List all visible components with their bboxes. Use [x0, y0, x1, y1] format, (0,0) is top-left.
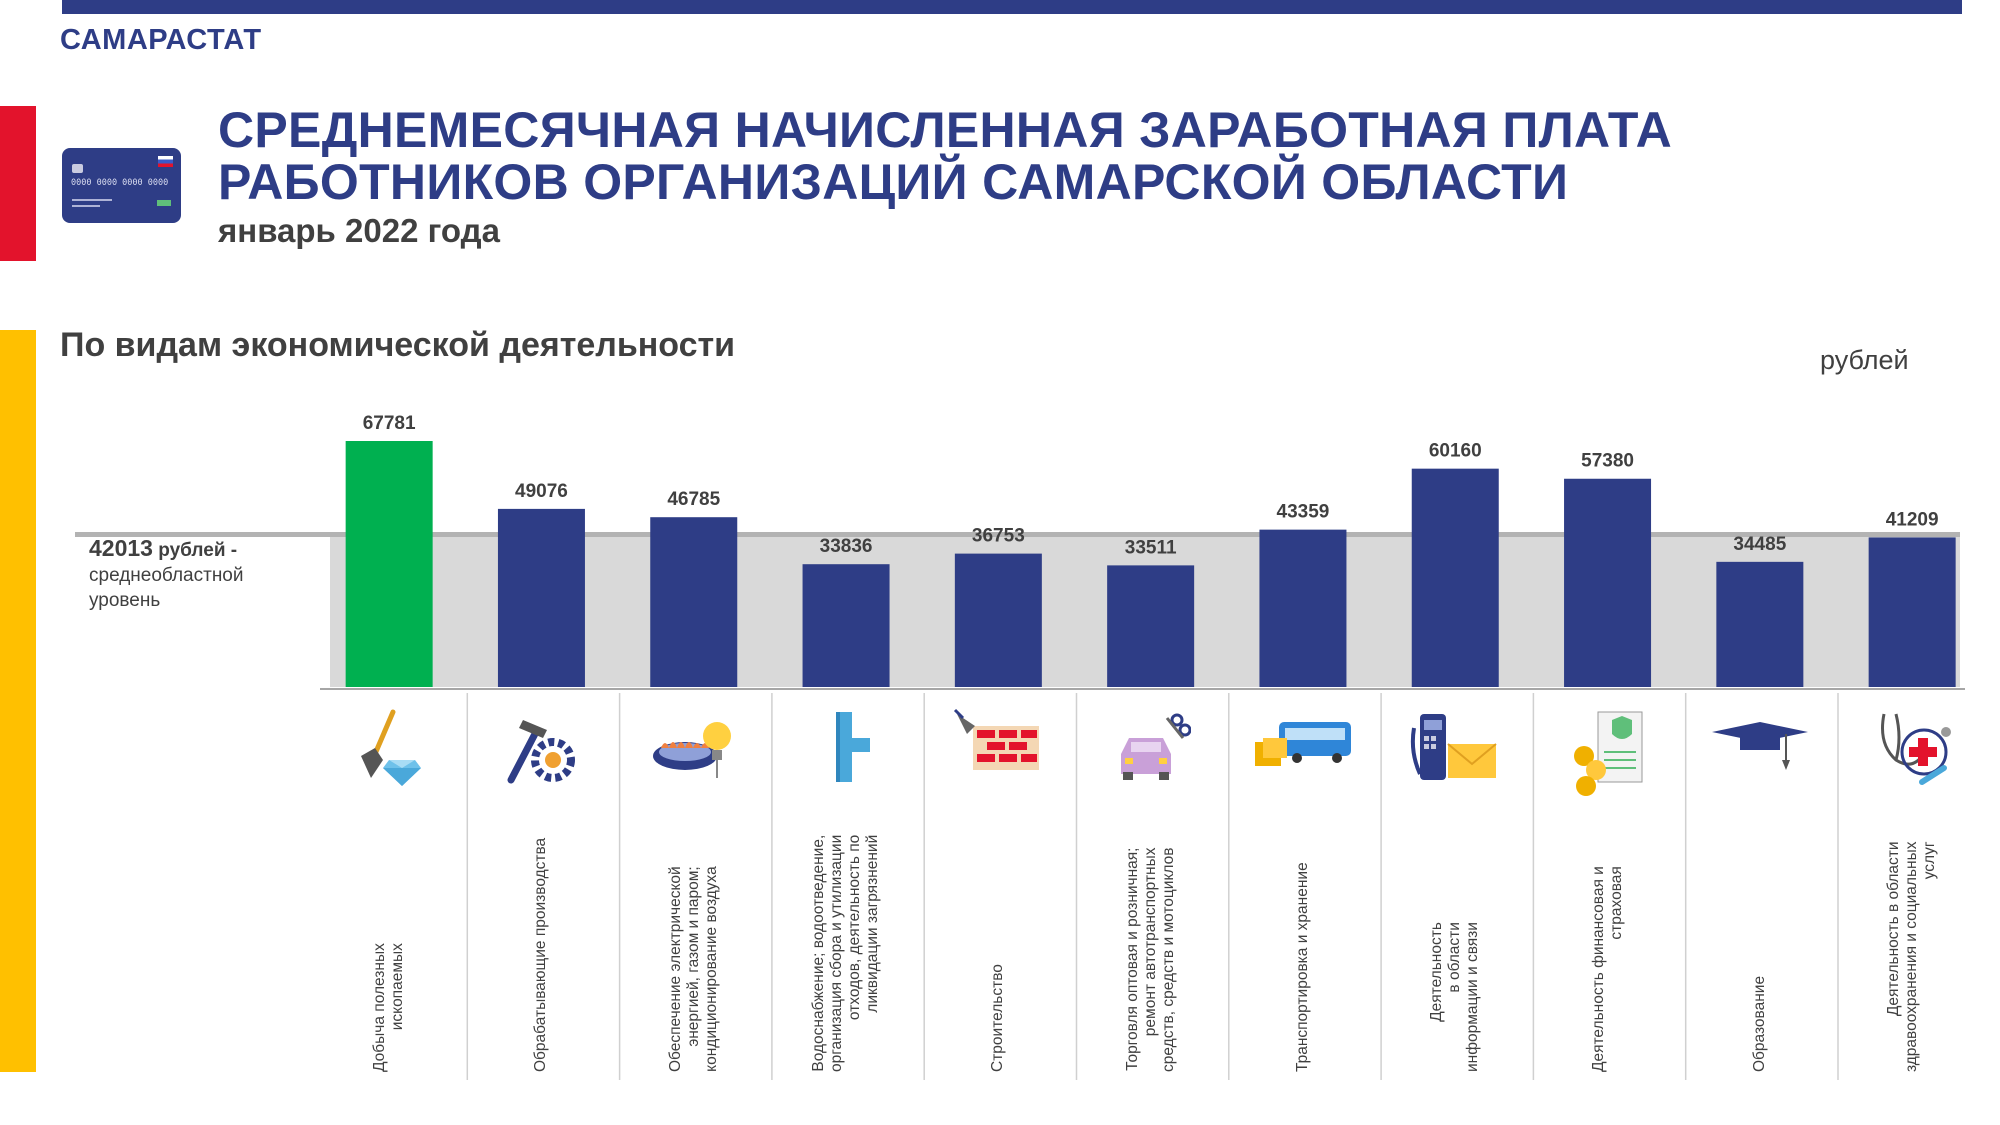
category-label-10: Деятельность в области здравоохранения и …: [1885, 841, 1939, 1072]
category-label-9: Образование: [1751, 976, 1769, 1072]
category-label-line: Транспортировка и хранение: [1293, 862, 1311, 1072]
category-label-2: Обеспечение электрической энергией, газом…: [667, 866, 721, 1072]
unit-label: рублей: [1820, 345, 1909, 375]
bar-8: [1564, 478, 1652, 687]
category-label-line: в области: [1446, 922, 1464, 993]
bar-6: [1259, 529, 1347, 687]
page-title: СРЕДНЕМЕСЯЧНАЯ НАЧИСЛЕННАЯ ЗАРАБОТНАЯ ПЛ…: [218, 104, 1672, 208]
category-label-line: Деятельность: [1428, 922, 1446, 1022]
card-chip: [72, 164, 83, 173]
category-label-line: услуг: [1921, 841, 1939, 880]
data-label-3: 33836: [820, 536, 873, 557]
bar-9: [1716, 561, 1804, 687]
average-label: 42013 рублей - среднеобластной уровень: [89, 536, 289, 613]
category-label-line: Торговля оптовая и розничная;: [1123, 847, 1141, 1071]
bar-5: [1107, 565, 1195, 687]
category-label-4: Строительство: [989, 964, 1007, 1072]
finance-document-icon: [1558, 708, 1658, 803]
category-label-line: средств, средств и мотоциклов: [1159, 847, 1177, 1073]
russian-flag-icon: [158, 156, 173, 167]
category-label-1: Обрабатывающие производства: [532, 838, 550, 1072]
category-label-line: ликвидации загрязнений: [864, 834, 882, 1013]
yellow-strip: [0, 330, 36, 1072]
category-label-6: Транспортировка и хранение: [1294, 862, 1312, 1072]
data-label-2: 46785: [667, 489, 720, 510]
shovel-diamond-icon: [339, 708, 439, 793]
water-pipe-icon: [796, 708, 896, 793]
category-label-line: кондиционирование воздуха: [702, 866, 720, 1072]
category-label-line: Обеспечение электрической: [666, 866, 684, 1072]
data-label-10: 41209: [1886, 509, 1939, 530]
category-label-line: ремонт автотранспортных: [1141, 847, 1159, 1037]
red-strip: [0, 106, 36, 261]
data-label-0: 67781: [363, 413, 416, 434]
bus-truck-icon: [1253, 708, 1353, 783]
data-label-6: 43359: [1277, 502, 1330, 523]
car-repair-icon: [1101, 708, 1201, 793]
data-label-4: 36753: [972, 526, 1025, 547]
data-label-1: 49076: [515, 481, 568, 502]
bar-4: [954, 553, 1042, 687]
title-line-2: РАБОТНИКОВ ОРГАНИЗАЦИЙ САМАРСКОЙ ОБЛАСТИ: [218, 154, 1569, 210]
section-title: По видам экономической деятельности: [60, 326, 736, 364]
category-label-line: информации и связи: [1464, 922, 1482, 1072]
average-description-2: уровень: [89, 590, 161, 611]
data-label-7: 60160: [1429, 441, 1482, 462]
data-label-5: 33511: [1125, 537, 1177, 558]
stethoscope-medical-icon: [1862, 708, 1962, 803]
category-label-line: Деятельность финансовая и: [1589, 866, 1607, 1072]
brick-wall-icon: [948, 708, 1048, 783]
category-label-line: Обрабатывающие производства: [532, 837, 550, 1072]
category-label-line: Добыча полезных: [371, 943, 389, 1072]
bar-10: [1868, 537, 1956, 687]
average-description-1: среднеобластной: [89, 565, 244, 586]
gas-burner-bulb-icon: [644, 708, 744, 793]
category-label-line: Водоснабжение; водоотведение,: [810, 834, 828, 1072]
title-line-1: СРЕДНЕМЕСЯЧНАЯ НАЧИСЛЕННАЯ ЗАРАБОТНАЯ ПЛ…: [218, 102, 1672, 158]
average-value: 42013: [89, 535, 153, 561]
category-label-line: Строительство: [989, 964, 1007, 1072]
category-label-line: ископаемых: [389, 943, 407, 1031]
category-label-line: энергией, газом и паром;: [684, 866, 702, 1047]
hammer-gear-icon: [491, 708, 591, 793]
org-name: САМАРАСТАТ: [60, 24, 262, 56]
category-label-3: Водоснабжение; водоотведение, организация…: [810, 835, 882, 1072]
bar-0: [345, 441, 433, 687]
bar-7: [1411, 468, 1499, 687]
category-label-line: отходов, деятельность по: [846, 834, 864, 1021]
data-label-9: 34485: [1733, 534, 1786, 555]
category-label-7: Деятельность в области информации и связи: [1428, 922, 1482, 1072]
top-bar: [62, 0, 1962, 14]
data-label-8: 57380: [1581, 451, 1634, 472]
category-label-8: Деятельность финансовая и страховая: [1590, 866, 1626, 1072]
average-unit: рублей -: [158, 540, 238, 561]
category-label-line: Деятельность в области: [1885, 841, 1903, 1017]
category-label-line: организация сбора и утилизации: [828, 834, 846, 1072]
graduation-cap-icon: [1710, 708, 1810, 783]
phone-mail-icon: [1405, 708, 1505, 793]
category-label-0: Добыча полезных ископаемых: [371, 943, 407, 1072]
bar-2: [650, 517, 738, 687]
period-subtitle: январь 2022 года: [218, 212, 500, 249]
credit-card-icon: 0000 0000 0000 0000: [62, 148, 181, 223]
bar-1: [497, 508, 585, 687]
category-label-line: страховая: [1607, 866, 1625, 940]
card-number: 0000 0000 0000 0000: [71, 178, 169, 188]
category-label-line: Образование: [1750, 975, 1768, 1072]
category-label-5: Торговля оптовая и розничная; ремонт авто…: [1124, 848, 1178, 1073]
bar-3: [802, 564, 890, 687]
category-label-line: здравоохранения и социальных: [1903, 841, 1921, 1072]
